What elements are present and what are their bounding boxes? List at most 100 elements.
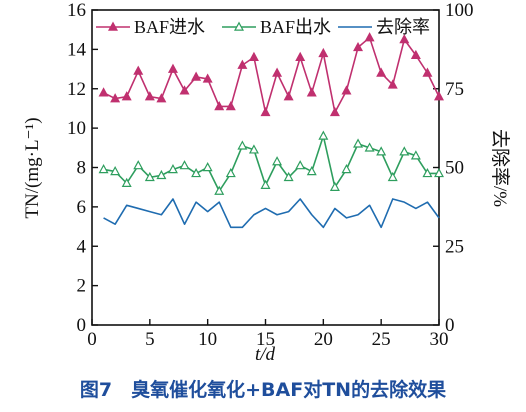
- data-point: [399, 146, 410, 156]
- data-point: [329, 106, 340, 117]
- data-point: [121, 177, 132, 187]
- series-line: [103, 135, 439, 192]
- data-point: [237, 140, 248, 150]
- data-point: [306, 165, 317, 176]
- data-point: [364, 142, 375, 152]
- data-point: [318, 47, 329, 58]
- y-left-tick-label: 8: [77, 158, 87, 179]
- data-point: [191, 167, 202, 178]
- legend-item: BAF进水: [96, 17, 205, 37]
- data-point: [353, 138, 364, 148]
- data-point: [329, 181, 340, 191]
- x-tick-label: 10: [198, 329, 217, 350]
- data-point: [422, 67, 433, 77]
- data-point: [376, 67, 387, 77]
- data-point: [248, 144, 259, 154]
- data-point: [260, 179, 271, 189]
- data-point: [434, 91, 444, 101]
- x-tick-label: 25: [372, 329, 391, 350]
- data-point: [410, 150, 421, 160]
- data-point: [202, 162, 213, 172]
- y-axis-right-title: 去除率/%: [489, 129, 511, 207]
- x-tick-label: 20: [314, 329, 333, 350]
- data-point: [98, 164, 109, 174]
- data-point: [341, 164, 352, 174]
- data-point: [167, 63, 178, 73]
- series-1: [98, 32, 444, 117]
- legend-marker: [234, 21, 244, 31]
- y-left-tick-label: 14: [67, 39, 87, 60]
- plot-area: [91, 9, 440, 326]
- data-point: [387, 79, 398, 89]
- data-point: [179, 85, 190, 95]
- data-point: [399, 34, 410, 44]
- y-left-tick-label: 4: [77, 236, 87, 257]
- y-left-tick-label: 12: [67, 79, 86, 100]
- x-tick-label: 15: [256, 329, 275, 350]
- x-axis-title: t/d: [255, 344, 276, 365]
- data-point: [341, 85, 352, 95]
- x-tick-label: 30: [430, 329, 449, 350]
- y-axis-left-title: TN/(mg·L⁻¹): [22, 117, 43, 218]
- data-point: [110, 93, 121, 103]
- data-point: [410, 49, 421, 60]
- y-right-tick-label: 75: [445, 79, 464, 100]
- data-point: [225, 167, 236, 178]
- series-layer: [98, 32, 444, 229]
- data-point: [121, 91, 132, 101]
- data-point: [260, 106, 271, 117]
- data-point: [376, 146, 387, 156]
- data-point: [387, 171, 398, 182]
- data-point: [272, 67, 283, 77]
- series-3: [103, 198, 440, 229]
- series-2: [98, 130, 444, 195]
- data-point: [167, 164, 178, 174]
- y-right-tick-label: 100: [445, 0, 474, 21]
- data-point: [110, 165, 121, 176]
- data-point: [214, 101, 225, 111]
- data-point: [202, 73, 213, 83]
- data-point: [283, 91, 294, 101]
- data-point: [364, 32, 375, 42]
- legend-item: 去除率: [338, 17, 430, 37]
- data-point: [272, 156, 283, 166]
- legend-marker: [108, 21, 118, 31]
- data-point: [237, 59, 248, 69]
- data-point: [295, 51, 306, 62]
- y-right-tick-label: 25: [445, 236, 464, 257]
- y-left-tick-label: 0: [77, 315, 87, 336]
- data-point: [353, 41, 364, 52]
- data-point: [434, 167, 444, 178]
- legend-item: BAF出水: [222, 17, 331, 37]
- figure-caption: 图7 臭氧催化氧化+BAF对TN的去除效果: [80, 378, 446, 401]
- legend-label: BAF进水: [134, 17, 205, 37]
- data-point: [318, 130, 329, 140]
- x-tick-label: 5: [145, 329, 155, 350]
- x-tick-label: 0: [87, 329, 97, 350]
- data-point: [179, 160, 190, 170]
- data-point: [295, 160, 306, 170]
- data-point: [133, 65, 144, 75]
- data-point: [225, 101, 236, 111]
- data-point: [191, 71, 202, 81]
- legend: BAF进水 BAF出水 去除率: [96, 17, 430, 37]
- data-point: [98, 87, 109, 97]
- y-right-tick-label: 0: [445, 315, 455, 336]
- y-left-tick-label: 6: [77, 197, 87, 218]
- y-left-tick-label: 2: [77, 276, 87, 297]
- data-point: [133, 160, 144, 170]
- data-point: [144, 171, 155, 182]
- legend-label: 去除率: [376, 17, 430, 37]
- data-point: [422, 167, 433, 178]
- legend-label: BAF出水: [260, 17, 331, 37]
- data-point: [156, 93, 167, 103]
- data-point: [214, 185, 225, 195]
- data-point: [156, 169, 167, 180]
- y-left-tick-label: 16: [67, 0, 86, 21]
- y-right-tick-label: 50: [445, 158, 464, 179]
- series-line: [103, 198, 440, 229]
- data-point: [283, 171, 294, 182]
- y-left-tick-label: 10: [67, 118, 86, 139]
